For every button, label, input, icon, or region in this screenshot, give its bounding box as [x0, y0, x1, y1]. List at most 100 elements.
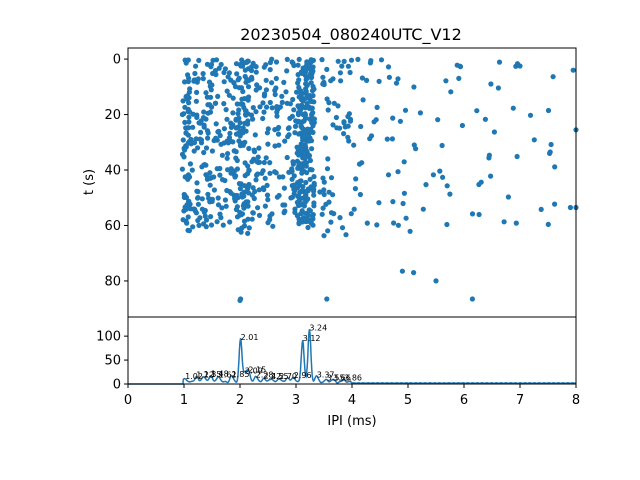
scatter-point — [221, 126, 227, 132]
scatter-point — [295, 180, 301, 186]
peak-label: 2.55 — [271, 372, 289, 381]
scatter-point — [368, 58, 374, 64]
scatter-point — [384, 136, 390, 142]
scatter-point — [311, 174, 317, 180]
scatter-point — [552, 201, 558, 207]
scatter-point — [210, 57, 216, 63]
scatter-point — [345, 134, 351, 140]
scatter-point — [326, 100, 332, 106]
scatter-point — [303, 66, 309, 72]
x-tick-label: 0 — [124, 393, 132, 408]
scatter-point — [185, 106, 191, 112]
scatter-point — [513, 220, 519, 226]
scatter-point — [324, 296, 330, 302]
scatter-point — [386, 74, 392, 80]
peak-label: 3.55 — [327, 374, 345, 383]
scatter-point — [303, 88, 309, 94]
scatter-point — [194, 89, 200, 95]
scatter-point — [385, 172, 392, 178]
scatter-point — [374, 104, 380, 110]
scatter-point — [182, 147, 188, 153]
scatter-point — [262, 175, 268, 181]
scatter-point — [304, 148, 310, 154]
scatter-point — [347, 118, 353, 124]
scatter-point — [335, 103, 341, 109]
scatter-point — [417, 110, 423, 116]
scatter-point — [304, 134, 310, 140]
scatter-point — [260, 115, 266, 122]
scatter-point — [233, 116, 239, 122]
scatter-point — [186, 114, 192, 120]
scatter-point — [217, 165, 223, 172]
scatter-point — [298, 166, 304, 172]
scatter-point — [215, 195, 221, 201]
scatter-point — [356, 161, 363, 167]
scatter-point — [346, 111, 352, 117]
scatter-point — [306, 74, 312, 80]
scatter-point — [310, 68, 316, 74]
scatter-point — [238, 101, 244, 107]
scatter-point — [443, 78, 449, 84]
scatter-point — [374, 222, 380, 228]
scatter-point — [180, 98, 186, 104]
scatter-point — [219, 177, 226, 183]
peak-label: 2.28 — [256, 370, 274, 379]
scatter-point — [226, 92, 232, 98]
scatter-point — [215, 93, 221, 99]
scatter-point — [296, 202, 302, 209]
scatter-point — [345, 63, 351, 69]
scatter-point — [274, 113, 280, 119]
scatter-point — [261, 109, 267, 115]
scatter-point — [435, 117, 441, 123]
scatter-point — [531, 137, 537, 143]
scatter-point — [246, 94, 252, 100]
scatter-point — [476, 211, 482, 218]
scatter-point — [295, 112, 302, 118]
scatter-point — [207, 182, 213, 188]
peak-label: 3.12 — [303, 334, 321, 343]
scatter-point — [304, 170, 310, 176]
scatter-y-label: t (s) — [82, 169, 97, 195]
scatter-point — [200, 71, 206, 77]
peak-label: 1.22 — [196, 370, 214, 379]
scatter-point — [459, 122, 465, 129]
y-tick-label: 60 — [104, 219, 121, 234]
scatter-point — [482, 116, 488, 122]
scatter-point — [250, 210, 256, 216]
scatter-point — [448, 89, 454, 95]
scatter-point — [281, 185, 287, 191]
scatter-point — [249, 216, 255, 222]
scatter-point — [403, 215, 409, 221]
scatter-point — [282, 138, 288, 144]
scatter-point — [341, 58, 347, 64]
scatter-point — [295, 145, 301, 151]
scatter-point — [232, 148, 238, 154]
x-tick-label: 7 — [516, 393, 524, 408]
scatter-point — [251, 149, 258, 155]
scatter-point — [230, 110, 236, 116]
scatter-point — [547, 150, 553, 156]
scatter-point — [402, 107, 409, 113]
scatter-point — [395, 169, 401, 175]
scatter-point — [444, 221, 450, 228]
scatter-point — [335, 58, 341, 64]
scatter-point — [495, 85, 501, 91]
scatter-point — [345, 123, 351, 129]
peak-label: 3.86 — [344, 374, 362, 383]
scatter-point — [197, 136, 203, 142]
scatter-point — [276, 124, 282, 131]
scatter-point — [321, 187, 327, 193]
scatter-point — [193, 98, 199, 104]
scatter-point — [190, 124, 196, 130]
scatter-point — [309, 167, 315, 173]
scatter-point — [263, 87, 269, 93]
y-tick-label: 20 — [104, 108, 121, 123]
scatter-point — [317, 189, 323, 195]
scatter-point — [242, 120, 248, 126]
scatter-point — [474, 108, 480, 114]
x-tick-label: 1 — [180, 393, 188, 408]
scatter-point — [263, 77, 269, 83]
scatter-point — [290, 159, 296, 165]
scatter-point — [227, 189, 233, 195]
scatter-point — [217, 172, 223, 178]
